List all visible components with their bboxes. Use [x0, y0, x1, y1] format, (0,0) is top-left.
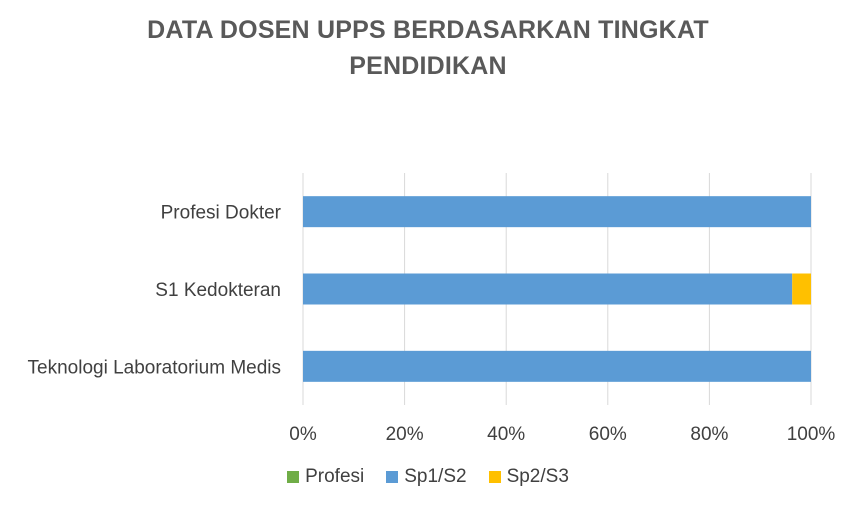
x-tick-label-1: 20% — [386, 424, 424, 445]
category-label-2: Teknologi Laboratorium Medis — [28, 357, 281, 378]
bar-1-series-2 — [792, 273, 811, 305]
category-label-0: Profesi Dokter — [161, 203, 282, 224]
chart-legend: Profesi Sp1/S2 Sp2/S3 — [0, 466, 856, 488]
legend-item-profesi: Profesi — [287, 466, 364, 488]
legend-swatch-sp1-s2 — [386, 471, 399, 483]
legend-item-sp1-s2: Sp1/S2 — [386, 466, 467, 488]
bar-2-series-1 — [303, 350, 811, 382]
legend-swatch-sp2-s3 — [488, 471, 501, 483]
legend-item-sp2-s3: Sp2/S3 — [488, 466, 569, 488]
legend-label-sp1-s2: Sp1/S2 — [404, 466, 467, 487]
x-tick-label-3: 60% — [589, 424, 627, 445]
legend-label-profesi: Profesi — [305, 466, 365, 487]
category-label-1: S1 Kedokteran — [155, 280, 281, 301]
chart-title-line-1: DATA DOSEN UPPS BERDASARKAN TINGKAT — [147, 16, 709, 44]
x-tick-label-5: 100% — [787, 424, 836, 445]
legend-label-sp2-s3: Sp2/S3 — [506, 466, 569, 487]
x-tick-label-4: 80% — [690, 424, 728, 445]
bar-0-series-1 — [303, 196, 811, 228]
chart-title-line-2: PENDIDIKAN — [349, 52, 507, 80]
legend-swatch-profesi — [287, 471, 300, 483]
x-tick-label-2: 40% — [487, 424, 525, 445]
x-tick-label-0: 0% — [289, 424, 317, 445]
bar-1-series-1 — [303, 273, 793, 305]
